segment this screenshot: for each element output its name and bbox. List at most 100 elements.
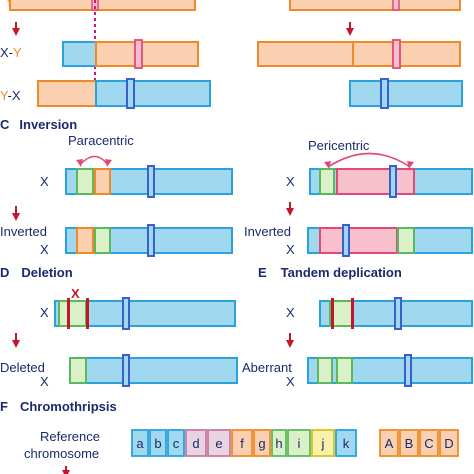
- right-xy-centromere: [392, 39, 401, 69]
- xy-centromere: [134, 39, 143, 69]
- top-right-centromere: [392, 0, 400, 11]
- reference-segment-label-C: C: [424, 436, 433, 451]
- reference-segment-label-a: a: [136, 436, 144, 451]
- duplication-break-left: [331, 298, 334, 329]
- section-inversion: C Inversion Paracentric X Inverted X Peri…: [0, 117, 473, 257]
- top-left-centromere: [91, 0, 99, 11]
- deletion-break-left: [67, 298, 70, 329]
- reference-segment-A: [379, 429, 399, 457]
- aberrant-x-label: X: [286, 374, 295, 389]
- paracentric-label: Paracentric: [68, 133, 134, 148]
- pericentric-centromere: [389, 165, 397, 198]
- reference-segment-label-A: A: [385, 436, 394, 451]
- reference-segment-label-j: j: [321, 436, 325, 451]
- reference-segment-f: [231, 429, 253, 457]
- paracentric-centromere: [147, 165, 155, 198]
- reference-segment-label-h: h: [275, 436, 282, 451]
- yx-blue-part: [95, 80, 211, 107]
- section-e-title: Tandem deplication: [281, 265, 402, 280]
- reference-segment-label-c: c: [173, 436, 180, 451]
- section-c-letter: C: [0, 117, 10, 132]
- inversion-x-label-left: X: [40, 174, 49, 189]
- aberrant-green-segment-1: [317, 357, 333, 384]
- right-xy-orange-part: [257, 41, 354, 67]
- deletion-cut-mark: X: [71, 286, 80, 301]
- pericentric-label: Pericentric: [308, 138, 370, 153]
- top-right-chromosome: [289, 0, 461, 11]
- duplication-break-right: [351, 298, 354, 329]
- reference-segment-label-D: D: [444, 436, 453, 451]
- duplication-centromere: [394, 297, 402, 330]
- section-f-title: Chromothripsis: [20, 399, 117, 414]
- down-arrow-icon: [286, 202, 294, 216]
- down-arrow-icon: [62, 466, 70, 474]
- deleted-centromere: [122, 354, 130, 387]
- pericentric-green-segment: [319, 168, 335, 195]
- inverted-label-left: Inverted: [0, 224, 47, 239]
- reference-segment-label-B: B: [405, 436, 414, 451]
- yx-label-y: Y: [0, 88, 9, 103]
- reference-segment-label-d: d: [192, 436, 199, 451]
- down-arrow-icon: [286, 333, 294, 348]
- reference-segment-g: [253, 429, 271, 457]
- xy-label-x: X-: [0, 45, 13, 60]
- right-yx-centromere: [380, 78, 389, 109]
- aberrant-centromere: [404, 354, 412, 387]
- deleted-green-segment: [69, 357, 87, 384]
- deleted-x-label: X: [40, 374, 49, 389]
- reference-segment-B: [399, 429, 419, 457]
- reference-segment-b: [149, 429, 167, 457]
- reference-segment-D: [439, 429, 459, 457]
- reference-segment-label-g: g: [258, 436, 265, 451]
- aberrant-green-segment-2: [336, 357, 353, 384]
- deleted-chromosome: [69, 357, 238, 384]
- down-arrow-icon: [12, 22, 20, 36]
- reference-segment-j: [311, 429, 335, 457]
- down-arrow-icon: [12, 206, 20, 221]
- svg-text:Y-X: Y-X: [0, 88, 21, 103]
- aberrant-label: Aberrant: [242, 360, 292, 375]
- inverted-label-right: Inverted: [244, 224, 291, 239]
- reference-segment-a: [131, 429, 149, 457]
- arc-arrowhead-icon: [324, 161, 331, 169]
- section-c-title: Inversion: [19, 117, 77, 132]
- inverted-orange-segment: [76, 227, 94, 254]
- paracentric-orange-segment: [94, 168, 111, 195]
- section-e-letter: E: [258, 265, 267, 280]
- yx-orange-part: [37, 80, 97, 107]
- arc-arrowhead-icon: [105, 159, 112, 167]
- deletion-green-segment: [58, 300, 87, 327]
- reference-segment-k: [335, 429, 357, 457]
- section-duplication: E Tandem deplication X Aberrant X: [242, 265, 473, 389]
- reference-segment-label-f: f: [240, 436, 244, 451]
- arc-arrowhead-icon: [407, 161, 414, 169]
- inverted-x-label-left: X: [40, 242, 49, 257]
- section-deletion: D Deletion X X Deleted X: [0, 265, 238, 389]
- top-section: Y X-Y Y-X: [0, 0, 463, 109]
- reference-segment-c: [167, 429, 185, 457]
- deletion-break-right: [86, 298, 89, 329]
- right-yx-blue-part: [349, 80, 463, 107]
- down-arrow-icon: [346, 22, 354, 36]
- reference-segment-C: [419, 429, 439, 457]
- inverted-green-segment: [94, 227, 111, 254]
- xy-label-y: Y: [13, 45, 22, 60]
- reference-segment-label-k: k: [343, 436, 350, 451]
- inversion-x-label-right: X: [286, 174, 295, 189]
- yx-centromere: [126, 78, 135, 109]
- reference-segment-i: [287, 429, 311, 457]
- reference-label-line1: Reference: [40, 429, 100, 444]
- aberrant-chromosome: [307, 357, 473, 384]
- xy-blue-part: [62, 41, 97, 67]
- deletion-x-label: X: [40, 305, 49, 320]
- duplication-x-label: X: [286, 305, 295, 320]
- top-left-chromosome: [9, 0, 196, 11]
- svg-text:X-Y: X-Y: [0, 45, 22, 60]
- top-partial-y-label: Y: [5, 0, 14, 9]
